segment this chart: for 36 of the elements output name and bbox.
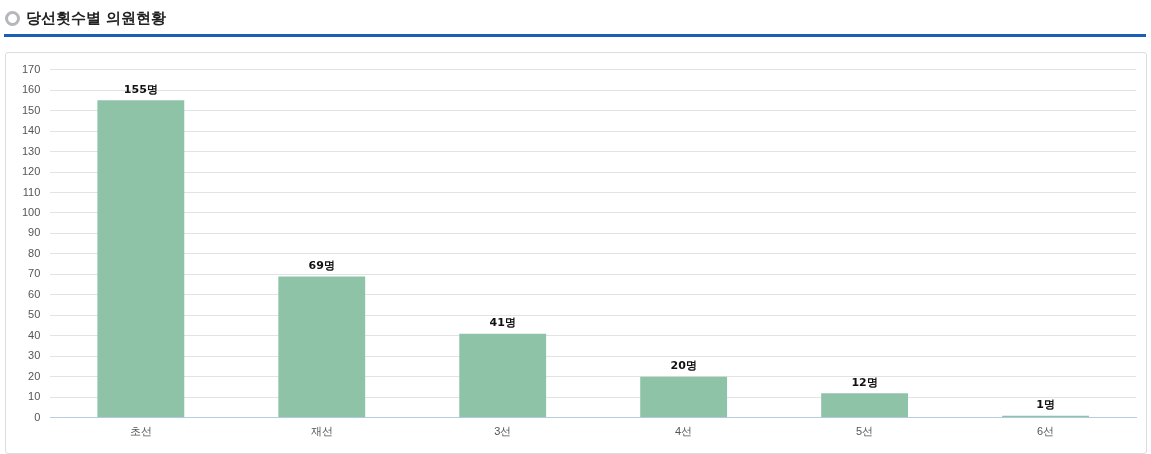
x-tick-label: 5선 — [856, 425, 874, 438]
y-tick-label: 110 — [22, 185, 41, 198]
data-label: 12명 — [851, 375, 878, 389]
y-tick-label: 150 — [21, 103, 41, 116]
bar — [821, 393, 909, 418]
bar — [640, 376, 728, 418]
x-tick-label: 3선 — [494, 425, 512, 438]
bar — [278, 276, 366, 418]
data-label: 155명 — [123, 82, 158, 96]
chart-title: 당선횟수별 의원현황 — [26, 8, 167, 28]
bar — [97, 100, 185, 418]
y-tick-label: 160 — [21, 83, 41, 96]
data-label: 20명 — [670, 359, 697, 373]
y-tick-label: 170 — [21, 62, 41, 75]
y-tick-label: 0 — [34, 410, 41, 423]
y-tick-label: 70 — [28, 267, 41, 280]
data-label: 41명 — [489, 316, 516, 330]
y-tick-label: 60 — [28, 287, 41, 300]
x-tick-label: 초선 — [129, 425, 152, 438]
y-tick-label: 80 — [28, 246, 41, 259]
y-tick-label: 100 — [21, 206, 41, 219]
x-tick-label: 4선 — [675, 425, 693, 438]
y-tick-label: 30 — [28, 349, 41, 362]
data-label: 69명 — [308, 258, 335, 272]
y-tick-label: 120 — [21, 165, 41, 178]
y-tick-label: 20 — [28, 369, 41, 382]
y-tick-label: 130 — [21, 144, 41, 157]
y-tick-label: 10 — [28, 390, 41, 403]
y-tick-label: 140 — [21, 124, 41, 137]
y-tick-label: 90 — [28, 226, 41, 239]
data-label: 1명 — [1036, 398, 1055, 412]
x-tick-label: 6선 — [1036, 425, 1055, 438]
bar — [459, 333, 547, 418]
y-tick-label: 40 — [28, 328, 41, 341]
y-tick-label: 50 — [28, 308, 41, 321]
x-tick-label: 재선 — [310, 425, 333, 438]
